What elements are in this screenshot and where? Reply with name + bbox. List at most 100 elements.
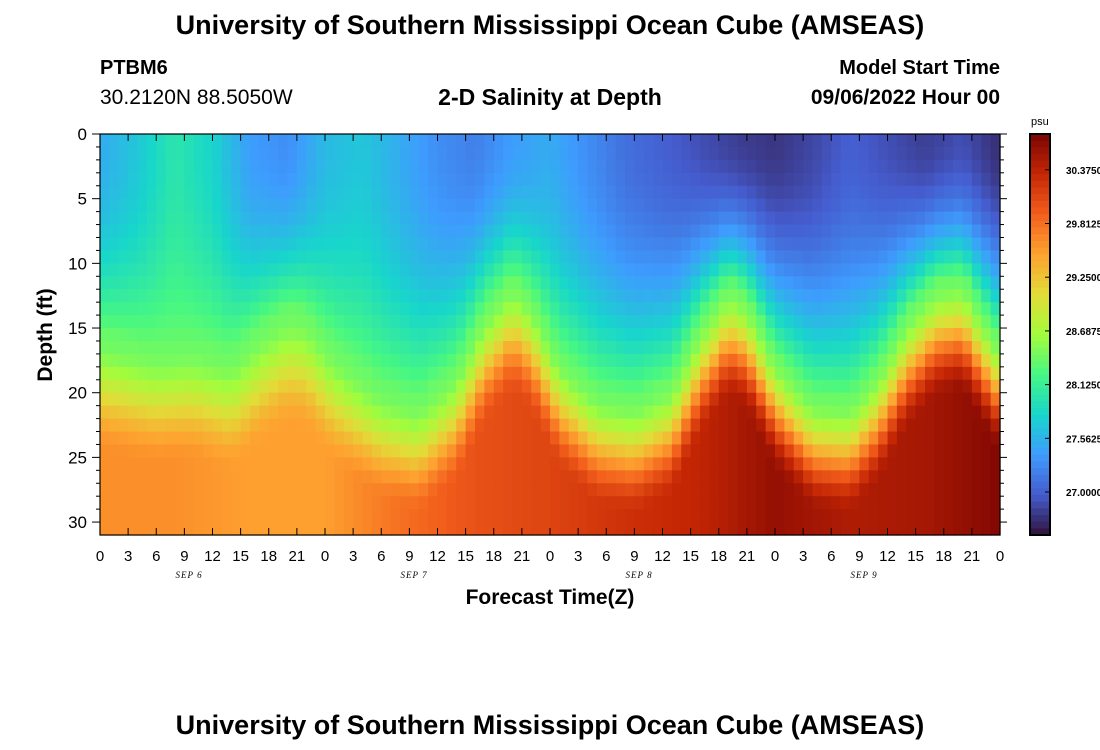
heatmap-cell xyxy=(578,431,589,446)
heatmap-cell xyxy=(981,315,992,329)
heatmap-cell xyxy=(700,263,710,277)
heatmap-cell xyxy=(371,470,382,484)
heatmap-cell xyxy=(137,509,148,523)
heatmap-cell xyxy=(793,211,804,226)
heatmap-cell xyxy=(540,224,551,239)
heatmap-cell xyxy=(184,483,195,497)
heatmap-cell xyxy=(803,134,814,148)
heatmap-cell xyxy=(315,470,326,484)
heatmap-cell xyxy=(287,496,298,510)
heatmap-cell xyxy=(943,483,954,497)
heatmap-cell xyxy=(306,302,317,316)
heatmap-cell xyxy=(559,328,570,342)
heatmap-cell xyxy=(550,224,560,239)
heatmap-cell xyxy=(896,302,907,316)
heatmap-cell xyxy=(400,366,410,381)
heatmap-cell xyxy=(718,431,729,446)
heatmap-cell xyxy=(690,470,701,484)
heatmap-cell xyxy=(878,289,889,303)
heatmap-cell xyxy=(193,276,204,290)
heatmap-cell xyxy=(793,496,804,510)
heatmap-cell xyxy=(371,198,382,213)
heatmap-cell xyxy=(643,146,654,161)
heatmap-cell xyxy=(503,457,514,471)
heatmap-cell xyxy=(775,379,785,394)
heatmap-cell xyxy=(971,237,982,252)
heatmap-cell xyxy=(868,496,879,510)
x-tick-label: 9 xyxy=(630,548,638,565)
heatmap-cell xyxy=(259,315,270,329)
heatmap-cell xyxy=(259,328,270,342)
heatmap-cell xyxy=(718,172,729,187)
heatmap-cell xyxy=(175,289,185,303)
heatmap-cell xyxy=(371,496,382,510)
heatmap-cell xyxy=(278,302,289,316)
heatmap-cell xyxy=(878,379,889,394)
heatmap-cell xyxy=(568,366,579,381)
heatmap-cell xyxy=(418,457,429,471)
heatmap-cell xyxy=(859,457,870,471)
heatmap-cell xyxy=(775,172,785,187)
heatmap-cell xyxy=(793,353,804,368)
heatmap-cell xyxy=(446,211,457,226)
colorbar-swatch xyxy=(1030,254,1050,262)
heatmap-cell xyxy=(681,302,692,316)
heatmap-cell xyxy=(503,483,514,497)
heatmap-cell xyxy=(812,366,823,381)
heatmap-cell xyxy=(887,289,898,303)
heatmap-cell xyxy=(343,185,354,200)
heatmap-cell xyxy=(971,250,982,264)
heatmap-cell xyxy=(981,328,992,342)
heatmap-cell xyxy=(671,237,682,252)
heatmap-cell xyxy=(746,418,757,433)
heatmap-cell xyxy=(437,509,448,523)
heatmap-cell xyxy=(137,315,148,329)
heatmap-cell xyxy=(325,483,335,497)
heatmap-cell xyxy=(137,431,148,446)
heatmap-cell xyxy=(100,237,110,252)
heatmap-cell xyxy=(128,444,139,458)
heatmap-cell xyxy=(587,379,598,394)
colorbar-swatch xyxy=(1030,301,1050,309)
heatmap-cell xyxy=(278,237,289,252)
heatmap-cell xyxy=(512,276,523,290)
heatmap-cell xyxy=(540,237,551,252)
heatmap-cell xyxy=(925,276,935,290)
heatmap-cell xyxy=(250,522,260,536)
heatmap-cell xyxy=(362,185,373,200)
heatmap-cell xyxy=(756,418,767,433)
heatmap-cell xyxy=(662,353,673,368)
heatmap-cell xyxy=(446,379,457,394)
heatmap-cell xyxy=(259,263,270,277)
colorbar-swatch xyxy=(1030,147,1050,155)
colorbar-swatch xyxy=(1030,394,1050,402)
heatmap-cell xyxy=(428,224,439,239)
heatmap-cell xyxy=(700,198,710,213)
heatmap-cell xyxy=(268,496,279,510)
heatmap-cell xyxy=(503,522,514,536)
heatmap-cell xyxy=(437,353,448,368)
heatmap-cell xyxy=(671,483,682,497)
heatmap-cell xyxy=(306,146,317,161)
heatmap-cell xyxy=(756,431,767,446)
heatmap-cell xyxy=(418,185,429,200)
heatmap-cell xyxy=(840,289,851,303)
heatmap-cell xyxy=(212,418,223,433)
heatmap-cell xyxy=(559,470,570,484)
heatmap-cell xyxy=(765,263,776,277)
heatmap-cell xyxy=(953,328,964,342)
heatmap-cell xyxy=(221,250,232,264)
heatmap-cell xyxy=(662,483,673,497)
heatmap-cell xyxy=(812,483,823,497)
heatmap-cell xyxy=(690,276,701,290)
heatmap-cell xyxy=(625,134,635,148)
heatmap-cell xyxy=(165,418,176,433)
heatmap-cell xyxy=(278,379,289,394)
heatmap-cell xyxy=(756,366,767,381)
heatmap-cell xyxy=(409,289,420,303)
heatmap-cell xyxy=(493,379,504,394)
heatmap-cell xyxy=(887,302,898,316)
colorbar-frame xyxy=(1029,133,1051,536)
heatmap-cell xyxy=(381,509,392,523)
heatmap-cell xyxy=(193,379,204,394)
